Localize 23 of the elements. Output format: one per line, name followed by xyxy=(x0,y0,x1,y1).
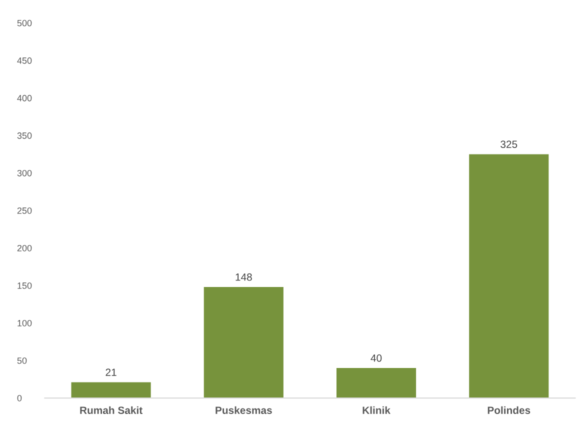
data-label: 21 xyxy=(106,368,116,376)
data-label: 148 xyxy=(236,273,252,281)
data-label: 325 xyxy=(500,140,518,148)
x-tick-label: Polindes xyxy=(488,406,530,414)
x-tick-label: Klinik xyxy=(362,406,390,414)
y-tick-label: 200 xyxy=(17,244,32,252)
y-tick-label: 100 xyxy=(18,320,32,326)
bar xyxy=(336,368,416,398)
y-tick-label: 400 xyxy=(17,94,32,102)
y-tick-label: 500 xyxy=(17,20,32,26)
y-tick-label: 50 xyxy=(17,357,27,364)
y-tick-label: 450 xyxy=(17,57,32,64)
y-tick-label: 150 xyxy=(18,282,32,289)
bar xyxy=(469,154,549,398)
bar xyxy=(71,382,151,398)
x-tick-label: Rumah Sakit xyxy=(80,406,142,414)
data-label: 40 xyxy=(370,354,382,362)
y-tick-label: 0 xyxy=(17,394,22,402)
y-tick-label: 350 xyxy=(17,132,32,139)
y-tick-label: 300 xyxy=(17,170,32,176)
y-tick-label: 250 xyxy=(17,207,32,214)
bar xyxy=(204,286,284,398)
x-tick-label: Puskesmas xyxy=(216,406,272,414)
